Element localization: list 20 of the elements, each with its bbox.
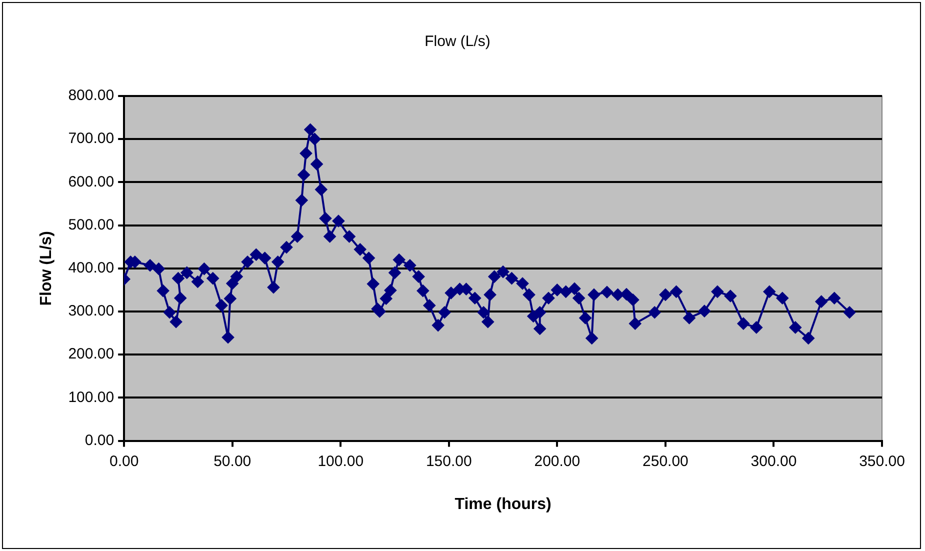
chart-title: Flow (L/s) xyxy=(424,33,490,50)
y-tick-label: 800.00 xyxy=(68,87,114,104)
x-tick-label: 300.00 xyxy=(750,452,797,470)
y-tick-label: 500.00 xyxy=(68,216,114,234)
y-tick-label: 100.00 xyxy=(68,388,114,406)
x-tick-label: 150.00 xyxy=(426,452,472,470)
x-tick-label: 200.00 xyxy=(534,452,580,470)
y-tick-label: 600.00 xyxy=(68,173,114,190)
x-tick-label: 100.00 xyxy=(318,452,364,470)
x-tick-label: 250.00 xyxy=(642,452,688,470)
y-tick-label: 400.00 xyxy=(68,260,114,277)
x-tick-label: 50.00 xyxy=(214,452,252,470)
x-tick-label: 0.00 xyxy=(109,452,139,470)
x-axis-title: Time (hours) xyxy=(454,496,552,513)
x-tick-label: 350.00 xyxy=(859,452,905,470)
y-tick-label: 200.00 xyxy=(68,346,114,363)
y-tick-label: 300.00 xyxy=(68,302,114,320)
y-tick-label: 700.00 xyxy=(68,130,114,148)
y-tick-label: 0.00 xyxy=(84,432,114,449)
y-axis-title: Flow (L/s) xyxy=(38,231,56,306)
